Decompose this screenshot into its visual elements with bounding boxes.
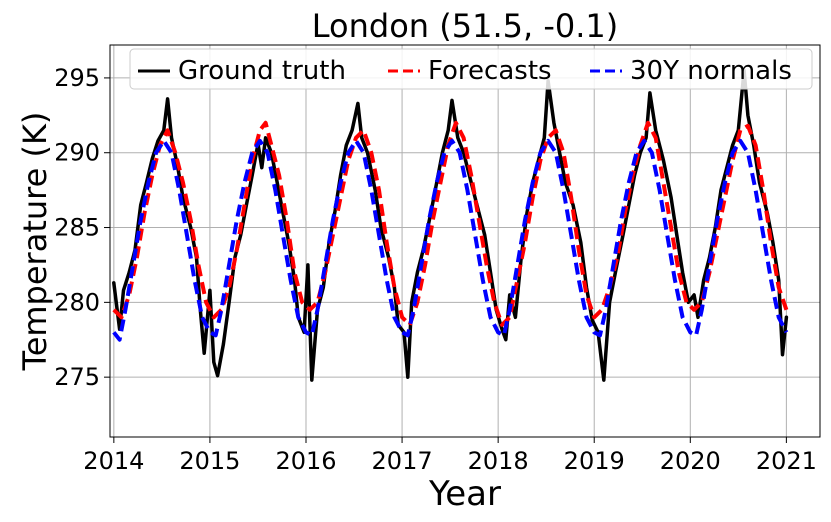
y-tick-label: 280 xyxy=(54,288,100,316)
series-layer xyxy=(112,68,789,382)
x-tick-label: 2020 xyxy=(660,447,721,475)
legend-box xyxy=(129,48,813,90)
legend-label-ground-truth: Ground truth xyxy=(178,56,346,86)
x-tick-label: 2019 xyxy=(564,447,625,475)
x-tick-label: 2018 xyxy=(468,447,529,475)
y-tick-label: 290 xyxy=(54,139,100,167)
legend-entry-ground-truth: Ground truth xyxy=(138,56,346,86)
chart-title: London (51.5, -0.1) xyxy=(312,7,618,45)
x-tick-label: 2016 xyxy=(275,447,336,475)
series-line-ground-truth xyxy=(112,68,789,382)
y-tick-label: 295 xyxy=(54,64,100,92)
y-axis-label: Temperature (K) xyxy=(16,112,54,372)
x-tick-label: 2014 xyxy=(83,447,144,475)
x-tick-label: 2021 xyxy=(756,447,817,475)
legend-entry-forecasts: Forecasts xyxy=(388,56,552,86)
x-tick-label: 2017 xyxy=(372,447,433,475)
series-line-30y-normals xyxy=(112,138,789,342)
plot-frame xyxy=(109,44,821,438)
axis-ticks: 2014 2015 2016 2017 2018 2019 2020 2021 275 280 28… xyxy=(54,64,817,475)
x-tick-label: 2015 xyxy=(179,447,240,475)
legend: Ground truth Forecasts 30Y normals xyxy=(129,48,813,90)
legend-label-forecasts: Forecasts xyxy=(428,56,552,86)
y-tick-label: 285 xyxy=(54,214,100,242)
x-axis-label: Year xyxy=(428,474,501,514)
y-tick-label: 275 xyxy=(54,363,100,391)
legend-entry-30y-normals: 30Y normals xyxy=(590,56,792,86)
legend-label-30y-normals: 30Y normals xyxy=(630,56,792,86)
